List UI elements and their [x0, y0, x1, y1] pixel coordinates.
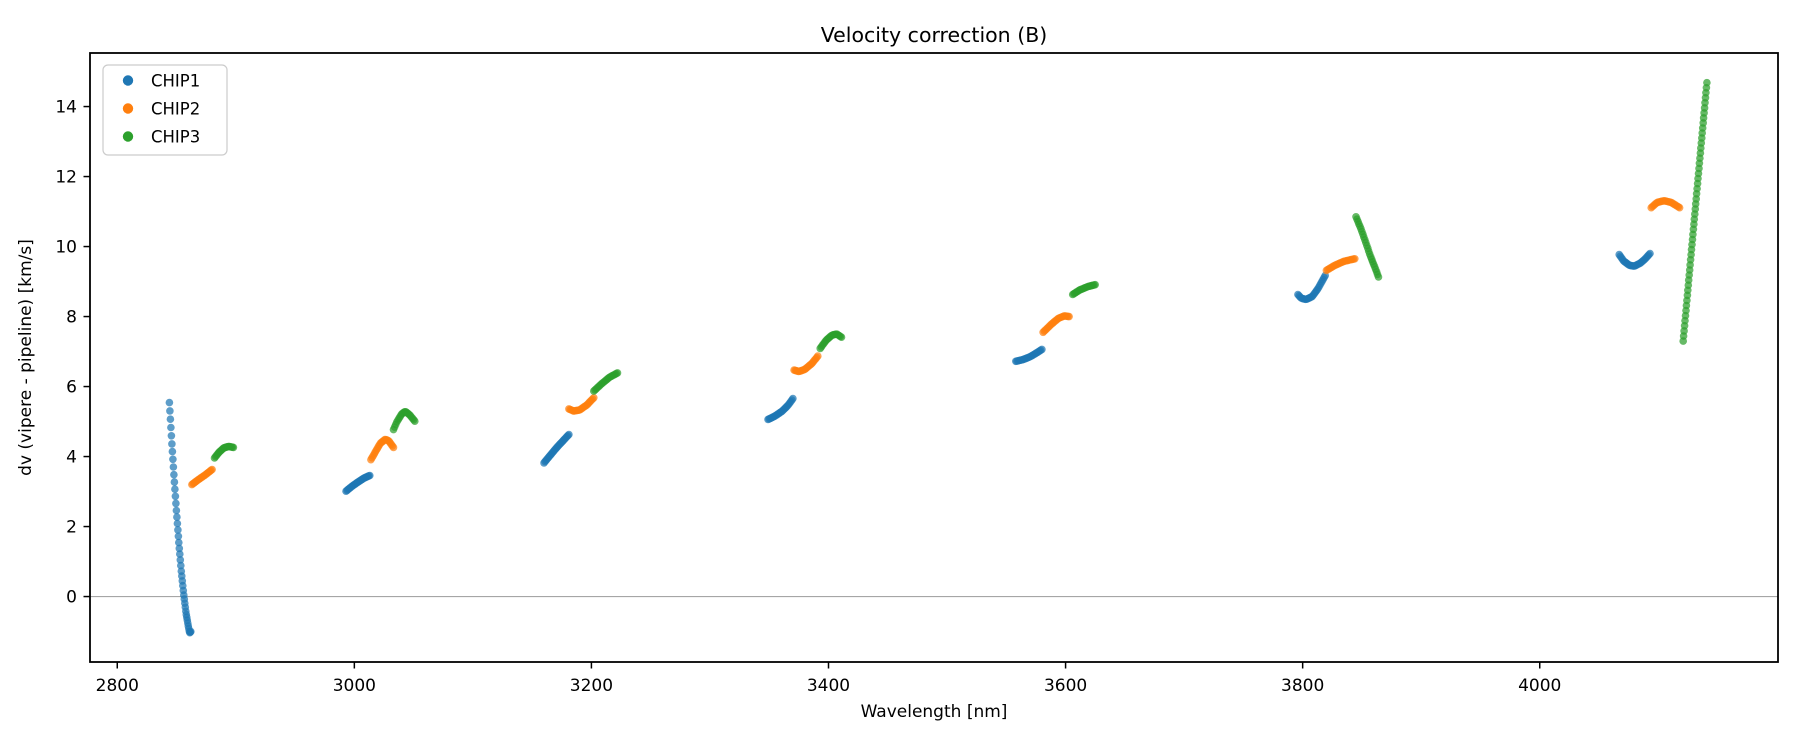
- legend-marker-chip3: [122, 131, 134, 142]
- x-tick-label: 3800: [1281, 676, 1324, 696]
- x-tick-label: 3400: [807, 676, 850, 696]
- legend-label-chip1: CHIP1: [151, 72, 200, 91]
- x-tick-label: 3200: [570, 676, 613, 696]
- x-axis-label: Wavelength [nm]: [861, 702, 1008, 722]
- data-series-layer: [165, 78, 1711, 637]
- y-tick-label: 8: [66, 308, 77, 328]
- legend-label-chip3: CHIP3: [151, 128, 200, 147]
- y-tick-label: 10: [55, 238, 77, 258]
- series-chip1: [165, 249, 1654, 637]
- y-tick-label: 12: [55, 168, 77, 188]
- series-chip2: [188, 197, 1684, 489]
- legend-label-chip2: CHIP2: [151, 100, 200, 119]
- chart-title: Velocity correction (B): [821, 23, 1048, 47]
- axis-ticks: 2800 3000 3200 3400 3600 3800 4000 0 2 4 6 8 10 12 14: [55, 98, 1561, 696]
- y-tick-label: 14: [55, 98, 77, 118]
- legend-marker-chip2: [122, 103, 134, 114]
- x-tick-label: 3600: [1044, 676, 1087, 696]
- legend-marker-chip1: [122, 75, 134, 86]
- y-tick-label: 6: [66, 378, 77, 398]
- y-tick-label: 4: [66, 448, 77, 468]
- x-tick-label: 3000: [333, 676, 376, 696]
- legend-box: [102, 64, 228, 156]
- x-tick-label: 4000: [1518, 676, 1561, 696]
- y-tick-label: 2: [66, 518, 77, 538]
- y-axis-label: dv (vipere - pipeline) [km/s]: [16, 239, 36, 476]
- series-chip3: [210, 78, 1711, 462]
- y-tick-label: 0: [66, 588, 77, 608]
- legend: CHIP1 CHIP2 CHIP3: [102, 64, 228, 156]
- x-tick-label: 2800: [96, 676, 139, 696]
- plot-frame: [89, 52, 1779, 663]
